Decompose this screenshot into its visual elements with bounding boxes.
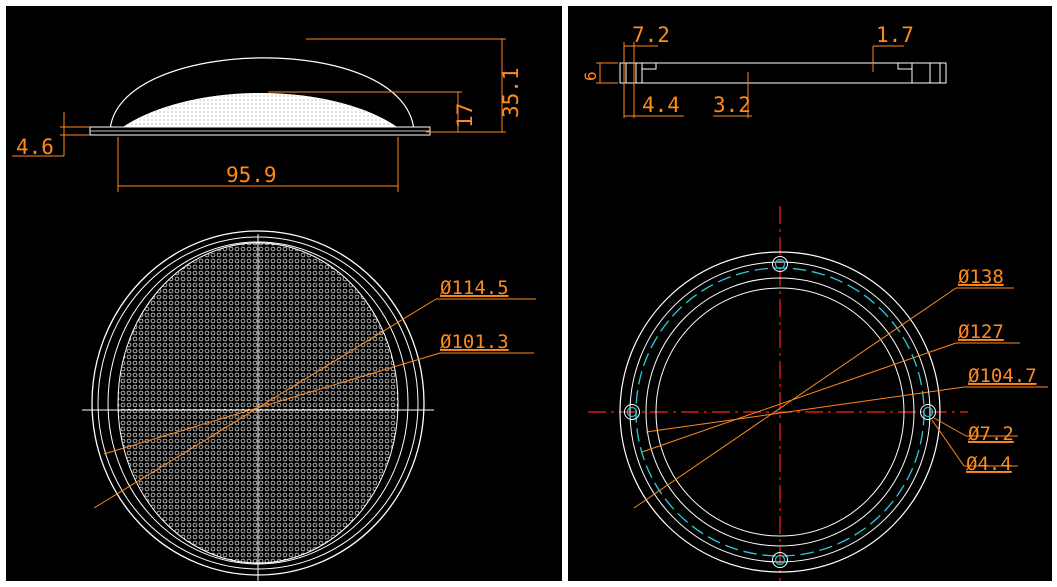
lens-side-view (89, 57, 431, 136)
ring-plan-dimensions (633, 287, 1048, 509)
dim-lens-inner-diameter: Ø101.3 (440, 331, 509, 353)
ring-drawing: 6 7.2 4.4 3.2 1.7 (581, 23, 1048, 581)
ring-plan-view (588, 206, 968, 581)
dim-lens-dome-height: 17 (453, 103, 477, 128)
ring-drawing-panel: 6 7.2 4.4 3.2 1.7 (568, 6, 1052, 581)
lens-drawing: 35.1 17 4.6 95.9 Ø114.5 Ø101.3 (12, 38, 536, 581)
ring-outer-edge (619, 251, 941, 573)
bolt-hole-left (624, 404, 640, 420)
dim-lens-outer-diameter: Ø114.5 (440, 277, 509, 299)
lens-top-view (82, 230, 434, 581)
lens-top-dimensions (93, 298, 536, 509)
ring-section-view (619, 62, 947, 84)
dim-ring-depth: 3.2 (713, 93, 751, 117)
dim-hole-outer-diameter: Ø7.2 (968, 423, 1014, 445)
dim-lens-height-total: 35.1 (499, 67, 523, 118)
dim-ring-outer-diameter: Ø138 (958, 266, 1004, 288)
bolt-hole-right (920, 404, 936, 420)
dim-ring-thickness: 6 (581, 71, 600, 81)
dim-ring-step: 4.4 (642, 93, 680, 117)
lens-dome-body (116, 93, 404, 132)
bolt-hole-top (772, 256, 788, 272)
lens-drawing-panel: 35.1 17 4.6 95.9 Ø114.5 Ø101.3 (6, 6, 562, 581)
lens-side-dimensions (12, 38, 506, 192)
lens-dome-outline (109, 57, 415, 132)
dim-ring-width: 7.2 (632, 23, 670, 47)
dim-ring-bolt-circle-diameter: Ø127 (958, 321, 1004, 343)
dim-lens-base-width: 95.9 (226, 163, 277, 187)
dim-hole-inner-diameter: Ø4.4 (966, 453, 1012, 475)
dim-ring-inner-diameter: Ø104.7 (968, 365, 1037, 387)
dim-lens-flange-thickness: 4.6 (16, 135, 54, 159)
bolt-hole-bottom (772, 552, 788, 568)
dim-ring-lip: 1.7 (876, 23, 914, 47)
ring-inner-edge (655, 287, 905, 537)
ring-section-dimensions (596, 42, 904, 118)
